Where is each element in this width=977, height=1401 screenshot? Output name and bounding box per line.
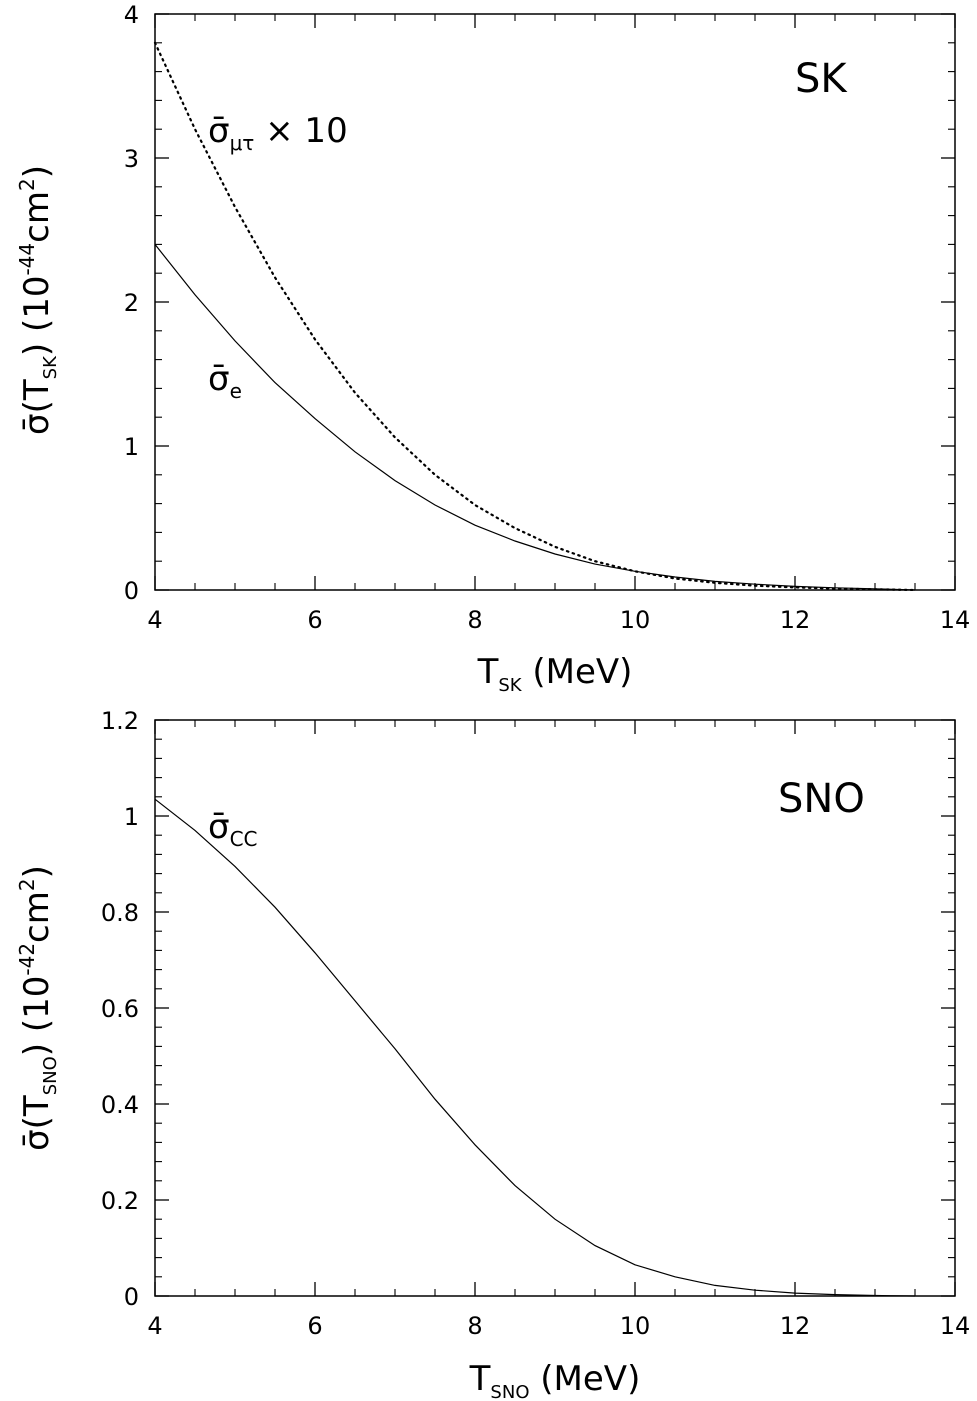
x-tick-label: 6: [307, 1312, 322, 1340]
series-label: σ̄μτ × 10: [208, 111, 348, 155]
y-tick-label: 0.4: [101, 1091, 139, 1119]
series-label-sub: CC: [230, 827, 258, 851]
y-axis-title: σ̄(TSNO) (10-42cm2): [15, 865, 61, 1151]
y-tick-label: 0.2: [101, 1187, 139, 1215]
x-tick-label: 8: [467, 1312, 482, 1340]
series-label-main: σ̄: [208, 807, 230, 847]
y-tick-label: 0.6: [101, 995, 139, 1023]
series-label-main: σ̄: [208, 111, 230, 151]
x-tick-label: 4: [147, 606, 162, 634]
series-label-suffix: × 10: [254, 111, 347, 151]
y-title-exp: -44: [15, 243, 39, 276]
x-tick-label: 10: [620, 606, 651, 634]
y-tick-label: 0: [124, 1283, 139, 1311]
x-tick-label: 4: [147, 1312, 162, 1340]
y-tick-label: 4: [124, 1, 139, 29]
x-tick-label: 14: [940, 606, 971, 634]
y-title-cm: cm: [17, 891, 57, 943]
y-tick-label: 0: [124, 577, 139, 605]
series-label: σ̄CC: [208, 807, 258, 851]
x-title-sub: SK: [498, 675, 522, 696]
y-title-units: ) (10: [17, 276, 57, 357]
y-title-sub: SK: [40, 355, 61, 379]
y-title-cm: cm: [17, 191, 57, 243]
y-title-close: ): [17, 865, 57, 878]
series-line-CC: [154, 798, 916, 1297]
series-label-sub: e: [230, 379, 242, 403]
y-tick-label: 1.2: [101, 707, 139, 735]
y-title-main: σ̄: [17, 1129, 57, 1151]
y-tick-label: 1: [124, 803, 139, 831]
x-tick-label: 14: [940, 1312, 971, 1340]
series-label-main: σ̄: [208, 359, 230, 399]
y-title-open: (T: [17, 1095, 57, 1129]
x-title-unit: (MeV): [522, 652, 633, 692]
x-tick-label: 8: [467, 606, 482, 634]
x-title-sub: SNO: [490, 1382, 529, 1401]
y-title-units: ) (10: [17, 976, 57, 1057]
series-line-μτ: [153, 41, 917, 592]
x-tick-label: 12: [780, 1312, 811, 1340]
y-title-open: (T: [17, 379, 57, 413]
y-title-main: σ̄: [17, 413, 57, 435]
x-axis-title: TSNO (MeV): [469, 1359, 641, 1401]
y-title-sub: SNO: [40, 1056, 61, 1095]
panel-label: SNO: [778, 776, 865, 822]
series-line-e: [154, 244, 916, 591]
y-title-exp2: 2: [15, 878, 39, 891]
x-tick-label: 10: [620, 1312, 651, 1340]
panel-label: SK: [795, 56, 848, 102]
x-title-main: T: [469, 1359, 491, 1399]
y-title-exp: -42: [15, 943, 39, 976]
y-tick-label: 0.8: [101, 899, 139, 927]
x-title-main: T: [477, 652, 499, 692]
y-title-exp2: 2: [15, 178, 39, 191]
y-title-close: ): [17, 165, 57, 178]
y-tick-label: 1: [124, 433, 139, 461]
y-tick-label: 2: [124, 289, 139, 317]
series-label-sub: μτ: [230, 131, 255, 155]
y-tick-label: 3: [124, 145, 139, 173]
x-tick-label: 6: [307, 606, 322, 634]
x-axis-title: TSK (MeV): [477, 652, 633, 696]
x-title-unit: (MeV): [529, 1359, 640, 1399]
series-label: σ̄e: [208, 359, 242, 403]
x-tick-label: 12: [780, 606, 811, 634]
y-axis-title: σ̄(TSK) (10-44cm2): [15, 165, 61, 435]
